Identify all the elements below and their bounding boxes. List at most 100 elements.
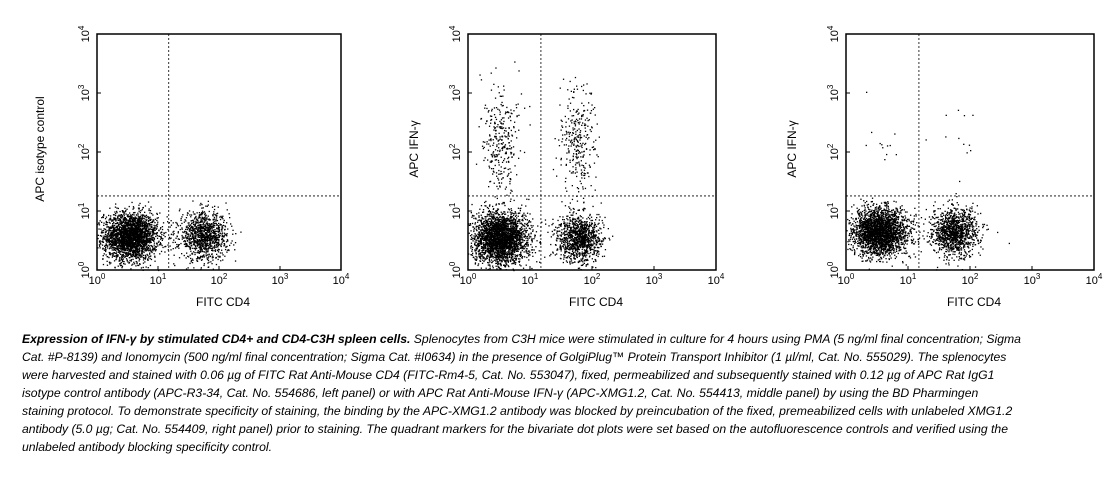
event-dot [122, 240, 124, 242]
event-dot [494, 222, 496, 225]
event-dot [159, 244, 161, 246]
event-dot [149, 232, 151, 235]
event-dot [168, 222, 170, 224]
event-dot [147, 239, 149, 241]
event-dot [101, 244, 104, 246]
event-dot [149, 235, 151, 237]
event-dot [127, 226, 129, 228]
event-dot [231, 225, 233, 227]
event-dot [130, 250, 132, 252]
event-dot [121, 231, 123, 233]
event-dot [132, 221, 134, 223]
event-dot [130, 268, 132, 270]
event-dot [200, 259, 203, 261]
event-dot [134, 216, 136, 218]
event-dot [511, 226, 513, 228]
event-dot [132, 217, 135, 219]
event-dot [180, 217, 182, 220]
event-dot [202, 223, 205, 225]
event-dot [192, 243, 195, 245]
event-dot [222, 240, 224, 242]
event-dot [215, 238, 217, 240]
event-dot [203, 221, 205, 223]
event-dot [516, 220, 518, 223]
event-dot [143, 221, 145, 223]
event-dot [201, 233, 203, 235]
event-dot [149, 240, 151, 243]
event-dot [173, 254, 175, 256]
event-dot [136, 245, 138, 248]
event-dot [199, 241, 201, 243]
event-dot [99, 245, 101, 247]
event-dot [476, 238, 479, 240]
event-dot [212, 241, 214, 243]
event-dot [121, 237, 123, 239]
event-dot [157, 241, 159, 243]
event-dot [528, 220, 530, 222]
event-dot [215, 234, 218, 237]
event-dot [212, 214, 214, 216]
event-dot [226, 249, 229, 251]
event-dot [211, 229, 213, 231]
event-dot [510, 226, 512, 228]
event-dot [234, 249, 236, 251]
event-dot [149, 234, 151, 237]
event-dot [214, 245, 216, 247]
event-dot [129, 215, 131, 218]
event-dot [498, 231, 501, 233]
event-dot [141, 249, 143, 251]
event-dot [152, 214, 154, 216]
event-dot [150, 231, 152, 233]
event-dot [132, 213, 134, 216]
event-dot [207, 251, 209, 253]
event-dot [188, 243, 191, 245]
event-dot [120, 242, 122, 244]
event-dot [199, 257, 202, 259]
event-dot [493, 220, 496, 222]
event-dot [201, 258, 203, 261]
event-dot [139, 263, 141, 265]
event-dot [504, 222, 507, 224]
event-dot [147, 248, 149, 251]
event-dot [216, 227, 218, 229]
event-dot [218, 231, 220, 233]
event-dot [138, 249, 140, 251]
event-dot [203, 236, 205, 239]
event-dot [130, 235, 132, 237]
event-dot [211, 236, 213, 238]
event-dot [144, 215, 146, 217]
event-dot [186, 240, 189, 242]
event-dot [148, 234, 150, 236]
event-dot [147, 259, 149, 261]
event-dot [176, 235, 178, 238]
event-dot [515, 232, 517, 234]
event-dot [112, 219, 114, 221]
event-dot [108, 261, 111, 263]
event-dot [494, 218, 496, 220]
event-dot [112, 243, 114, 245]
event-dot [132, 253, 134, 255]
event-dot [126, 230, 129, 232]
event-dot [510, 260, 512, 263]
event-dot [214, 229, 216, 231]
event-dot [202, 217, 204, 219]
event-dot [116, 228, 118, 231]
event-dot [108, 238, 110, 240]
event-dot [507, 253, 510, 255]
event-dot [136, 224, 138, 226]
event-dot [215, 222, 217, 225]
event-dot [147, 240, 149, 243]
event-dot [503, 250, 505, 252]
event-dot [134, 218, 136, 220]
event-dot [119, 245, 121, 247]
event-dot [211, 238, 213, 240]
event-dot [497, 218, 499, 220]
event-dot [186, 225, 188, 227]
event-dot [510, 213, 512, 216]
event-dot [489, 261, 491, 263]
event-dot [494, 216, 496, 218]
event-dot [195, 221, 197, 223]
event-dot [502, 201, 504, 204]
event-dot [128, 235, 130, 237]
event-dot [123, 226, 125, 228]
